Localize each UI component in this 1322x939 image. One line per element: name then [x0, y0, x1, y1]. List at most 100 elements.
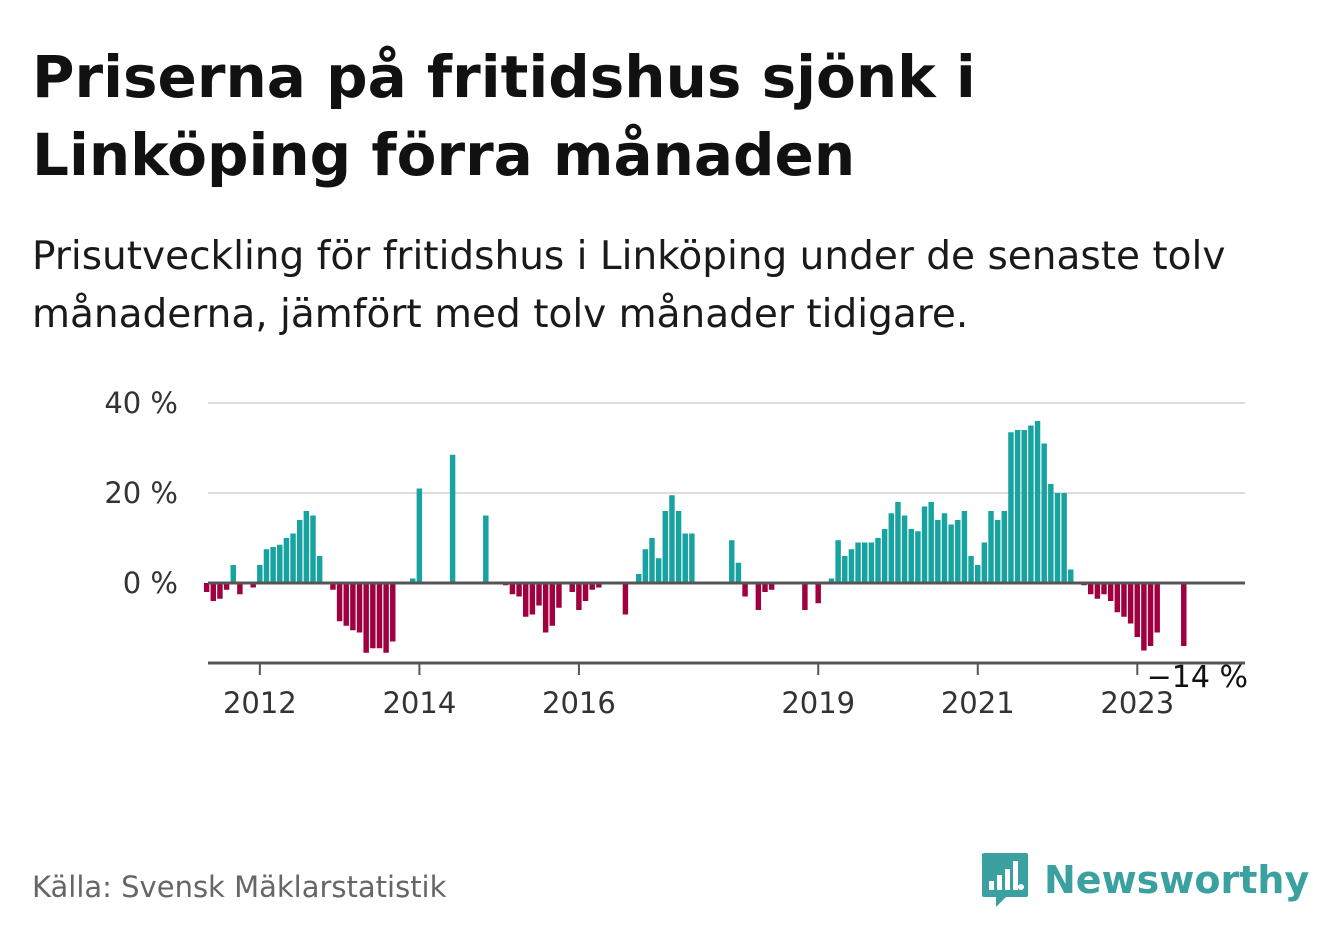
bar: [363, 583, 369, 653]
bar: [689, 533, 695, 583]
bar: [848, 549, 855, 583]
bar: [556, 583, 562, 608]
bar: [662, 511, 669, 583]
bar: [928, 502, 934, 583]
x-tick-label: 2021: [941, 686, 1015, 720]
chart-subtitle: Prisutveckling för fritidshus i Linköpin…: [32, 234, 1226, 337]
bar: [855, 542, 861, 583]
y-tick-label: 40 %: [104, 386, 178, 420]
bar: [1087, 583, 1094, 595]
bar: [310, 515, 316, 583]
bar: [828, 578, 835, 583]
x-tick-label: 2016: [542, 686, 616, 720]
bar: [1147, 583, 1154, 646]
bar: [1141, 583, 1147, 651]
bar: [1034, 421, 1041, 583]
bar: [210, 583, 217, 601]
bar: [888, 513, 895, 583]
bar: [449, 454, 456, 583]
bar: [915, 531, 921, 583]
bar: [1094, 583, 1101, 599]
bar: [1134, 583, 1140, 637]
gridlines: [208, 402, 1245, 494]
bar: [237, 583, 243, 595]
newsworthy-logo-icon: [982, 853, 1028, 907]
bar-chart: 40 % 20 % 0 % 2012 2014 2016 2019 2021 2023−14 %: [104, 386, 1248, 720]
bar: [988, 511, 994, 583]
bar: [755, 583, 762, 610]
bar: [549, 583, 556, 626]
bar: [296, 520, 303, 583]
bar: [1154, 583, 1160, 633]
bar: [416, 488, 423, 583]
chart-title: Priserna på fritidshus sjönk i Linköping…: [32, 43, 976, 189]
bar: [895, 502, 901, 583]
bar: [516, 583, 522, 597]
bar: [762, 583, 768, 592]
bar: [217, 583, 223, 599]
bar: [343, 583, 349, 626]
bar: [569, 583, 575, 592]
bar: [1107, 583, 1114, 601]
bar: [735, 562, 742, 583]
bar: [230, 565, 236, 583]
x-tick-label: 2014: [382, 686, 456, 720]
bar: [815, 583, 821, 604]
bar: [842, 556, 848, 583]
bar: [868, 542, 875, 583]
bar: [250, 583, 256, 588]
bar: [277, 544, 283, 583]
bar: [1054, 493, 1061, 583]
bar: [649, 538, 655, 583]
bar: [257, 565, 263, 583]
bar: [1028, 425, 1034, 583]
bar: [409, 578, 416, 583]
bar: [1068, 569, 1074, 583]
bar: [390, 583, 396, 642]
bar: [955, 520, 961, 583]
bar: [1008, 432, 1014, 583]
bar: [1061, 493, 1067, 583]
bars: [203, 421, 1187, 653]
x-tick-label: 2012: [223, 686, 297, 720]
bar: [729, 540, 735, 583]
bar: [582, 583, 589, 601]
bar: [802, 583, 808, 610]
bar: [529, 583, 536, 615]
bar: [1127, 583, 1134, 624]
bar: [835, 540, 841, 583]
bar: [356, 583, 363, 633]
bar: [1101, 583, 1107, 595]
bar: [1014, 430, 1021, 583]
bar: [655, 558, 662, 583]
x-tick-label: 2019: [781, 686, 855, 720]
bar: [509, 583, 516, 595]
bar: [376, 583, 383, 649]
bar: [742, 583, 748, 597]
y-tick-label: 20 %: [104, 476, 178, 510]
x-tick-label: 2023: [1100, 686, 1174, 720]
bar: [981, 542, 988, 583]
last-value-label: −14 %: [1147, 660, 1248, 695]
bar: [881, 529, 888, 583]
axes: 40 % 20 % 0 % 2012 2014 2016 2019 2021 2023−14 %: [104, 386, 1248, 720]
bar: [908, 529, 914, 583]
source-note: Källa: Svensk Mäklarstatistik: [32, 870, 447, 904]
bar: [589, 583, 595, 590]
bar: [1121, 583, 1127, 617]
bar: [536, 583, 542, 606]
bar: [330, 583, 336, 590]
bar: [1001, 511, 1008, 583]
bar: [921, 506, 928, 583]
bar: [283, 538, 290, 583]
bar: [961, 511, 968, 583]
bar: [642, 549, 649, 583]
bar: [1021, 430, 1027, 583]
bar: [316, 556, 323, 583]
bar: [861, 542, 868, 583]
bar: [635, 574, 642, 583]
bar: [994, 520, 1001, 583]
bar: [948, 524, 954, 583]
bar: [1181, 583, 1187, 646]
newsworthy-logo: Newsworthy: [980, 850, 1309, 910]
